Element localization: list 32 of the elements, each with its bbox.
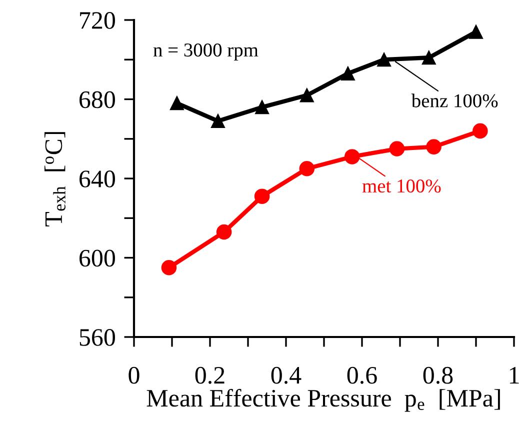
x-tick-label: 0.4 bbox=[271, 366, 302, 384]
x-tick-label: 0 bbox=[128, 366, 140, 384]
point bbox=[344, 149, 360, 164]
y-tick-label: 640 bbox=[80, 170, 115, 188]
point bbox=[340, 66, 355, 80]
annotation: n = 3000 rpm bbox=[153, 43, 258, 61]
y-tick-label: 720 bbox=[80, 12, 115, 29]
point bbox=[170, 96, 184, 110]
x-axis-title: Mean Effective Pressure p$_{e}$ [MPa] bbox=[146, 388, 500, 412]
x-tick-label: 0.6 bbox=[347, 366, 377, 384]
x-tick-label: 0.8 bbox=[423, 366, 453, 384]
y-axis-title: T$_{exh}$ [$^{o}$C] bbox=[44, 132, 66, 226]
point bbox=[211, 114, 225, 128]
x-tick-label: 1 bbox=[510, 367, 519, 384]
point bbox=[389, 141, 405, 156]
point bbox=[377, 52, 391, 67]
legend-label: benz 100% bbox=[411, 94, 498, 108]
point bbox=[469, 24, 483, 39]
point bbox=[300, 88, 314, 102]
point bbox=[255, 100, 270, 114]
y-tick-label: 600 bbox=[80, 250, 115, 267]
point bbox=[472, 123, 488, 139]
y-tick-label: 680 bbox=[80, 91, 115, 108]
point bbox=[216, 224, 232, 240]
point bbox=[422, 50, 436, 65]
point bbox=[161, 260, 177, 276]
y-tick-label: 560 bbox=[80, 329, 115, 346]
point bbox=[299, 160, 315, 176]
x-tick-label: 0.2 bbox=[195, 366, 224, 384]
legend-label: met 100% bbox=[362, 179, 441, 193]
point bbox=[254, 188, 270, 204]
point bbox=[426, 139, 442, 154]
